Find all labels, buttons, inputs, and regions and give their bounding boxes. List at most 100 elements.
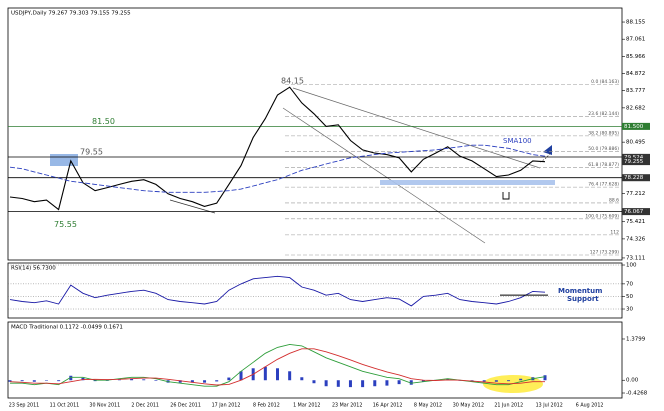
fib-label: 61.8 (78.877): [588, 162, 619, 168]
extreme-label: 75.55: [54, 220, 77, 229]
histogram-bar: [482, 380, 486, 382]
histogram-bar: [263, 366, 267, 381]
y-tick-label: 50: [626, 294, 633, 300]
x-tick-label: 11 Oct 2011: [50, 403, 80, 409]
level-label: 81.50: [92, 117, 115, 126]
fib-label: 23.6 (82.144): [588, 111, 619, 117]
histogram-bar: [142, 379, 146, 381]
histogram-bar: [93, 380, 97, 382]
price-tag: [622, 174, 650, 182]
extreme-label: 84.15: [281, 76, 304, 85]
histogram-bar: [494, 380, 498, 382]
x-tick-label: 13 Jul 2012: [536, 403, 563, 409]
x-tick-label: 8 May 2012: [414, 403, 442, 409]
fib-label: 100.0 (75.609): [585, 213, 619, 219]
x-tick-label: 6 Aug 2012: [576, 403, 604, 409]
histogram-bar: [409, 380, 413, 385]
y-tick-label: 88.155: [626, 20, 646, 26]
y-tick-label: -0.4268: [626, 391, 648, 397]
x-tick-label: 30 May 2012: [453, 403, 484, 409]
price-tag-label: 79.524: [624, 155, 644, 161]
resistance-box: [50, 154, 78, 166]
y-tick-label: 85.966: [626, 54, 646, 60]
y-tick-label: 1.3799: [626, 336, 646, 342]
fib-label: 76.4 (77.628): [588, 182, 619, 188]
price-tag-label: 79.255: [624, 159, 644, 165]
y-tick-label: 30: [626, 307, 633, 313]
y-tick-label: 84.872: [626, 71, 645, 77]
x-tick-label: 17 Jan 2012: [212, 403, 241, 409]
fib-label: 127 (73.299): [590, 249, 620, 255]
histogram-bar: [543, 375, 547, 381]
histogram-bar: [507, 380, 511, 382]
series-line: [9, 86, 546, 211]
price-tag: [622, 158, 650, 166]
histogram-bar: [81, 377, 85, 381]
fib-label: 88.6: [609, 197, 619, 203]
x-tick-label: 16 Apr 2012: [373, 403, 403, 409]
support-label: Momentum: [558, 287, 602, 295]
panel-title: RSI(14) 56.7300: [11, 266, 56, 272]
level-label: 79.55: [80, 147, 103, 156]
y-tick-label: 75.421: [626, 219, 645, 225]
y-tick-label: 87.061: [626, 37, 645, 43]
arrow-head: [543, 145, 552, 155]
histogram-bar: [348, 380, 352, 388]
y-tick-label: 80.495: [626, 140, 646, 146]
fib-label: 38.2 (80.895): [588, 130, 619, 136]
x-tick-label: 1 Mar 2012: [293, 403, 320, 409]
histogram-bar: [44, 380, 48, 381]
histogram-bar: [203, 380, 207, 383]
y-tick-label: 70: [626, 281, 633, 287]
histogram-bar: [178, 380, 182, 383]
histogram-bar: [32, 380, 36, 382]
histogram-bar: [130, 378, 134, 381]
price-tag: [622, 208, 650, 216]
histogram-bar: [154, 380, 158, 381]
histogram-bar: [117, 379, 121, 381]
x-tick-label: 2 Dec 2011: [131, 403, 159, 409]
histogram-bar: [276, 368, 279, 381]
histogram-bar: [239, 371, 243, 381]
histogram-bar: [57, 380, 61, 382]
y-tick-label: 74.326: [626, 236, 646, 242]
panel-title: MACD Traditional 0.1172 -0.0499 0.1671: [11, 325, 123, 331]
y-tick-label: 82.682: [626, 105, 645, 111]
x-tick-label: 26 Dec 2011: [170, 403, 201, 409]
y-tick-label: 0.00: [626, 378, 639, 384]
x-tick-label: 21 Jun 2012: [494, 403, 523, 409]
price-tag: [622, 122, 650, 130]
histogram-bar: [470, 380, 474, 381]
histogram-bar: [519, 378, 523, 381]
panel-title: USDJPY,Daily 79.267 79.303 79.155 79.255: [11, 11, 131, 17]
histogram-bar: [312, 380, 316, 384]
x-tick-label: 23 Sep 2011: [9, 403, 39, 409]
histogram-bar: [385, 380, 389, 386]
fib-label: 112: [610, 229, 619, 235]
channel-lower: [282, 107, 486, 244]
series-label: SMA100: [503, 137, 532, 145]
price-panel: [7, 7, 623, 261]
histogram-bar: [324, 380, 328, 387]
series-line: [9, 275, 546, 307]
histogram-bar: [397, 380, 401, 385]
support-label: Support: [567, 295, 599, 303]
histogram-bar: [20, 380, 24, 382]
histogram-bar: [288, 371, 292, 381]
histogram-bar: [227, 377, 231, 381]
histogram-bar: [215, 380, 219, 382]
histogram-bar: [421, 380, 425, 382]
support-zone: [380, 180, 555, 185]
fib-label: 0.0 (84.163): [591, 79, 619, 85]
trend-line: [169, 199, 216, 214]
price-tag-label: 81.500: [624, 124, 644, 130]
x-tick-label: 8 Feb 2012: [253, 403, 280, 409]
price-tag-label: 76.067: [624, 209, 644, 215]
channel-upper: [292, 87, 541, 169]
fib-label: 50.0 (79.886): [588, 146, 619, 152]
histogram-bar: [300, 377, 304, 381]
price-tag: [622, 153, 650, 161]
y-tick-label: 100: [626, 263, 637, 269]
histogram-bar: [373, 380, 377, 387]
histogram-bar: [190, 380, 194, 383]
